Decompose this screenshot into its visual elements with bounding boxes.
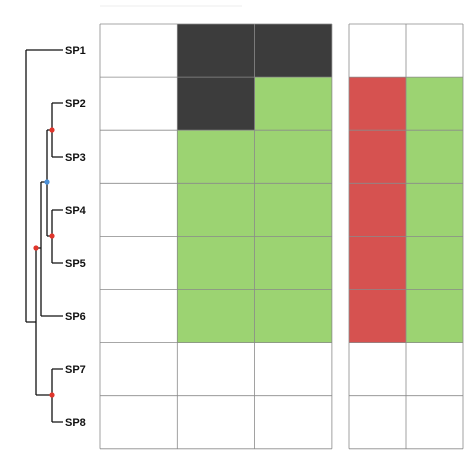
right-block-cell-empty: [349, 342, 406, 396]
right-block-cell-red: [349, 289, 406, 343]
node-marker-red: [49, 233, 55, 239]
left-block-cell-green: [254, 236, 332, 290]
phylogenetic-tree: SP1 SP2 SP3 SP4 SP5 SP6 SP7 SP8: [25, 45, 87, 429]
left-block-cell-empty: [100, 183, 178, 237]
left-block-cell-empty: [100, 342, 178, 396]
right-block-cell-empty: [406, 342, 463, 396]
left-block-cell-empty: [100, 24, 178, 78]
right-block-cell-red: [349, 130, 406, 184]
left-block-cell-empty: [177, 395, 255, 449]
leaf-label: SP6: [65, 311, 86, 323]
left-block-cell-green: [254, 77, 332, 131]
node-marker-blue: [44, 179, 50, 185]
tree-root-branch: [25, 49, 63, 323]
tree-clade-sp2-sp6: [36, 182, 63, 317]
right-block-cell-green: [406, 77, 463, 131]
tree-clade-sp7-sp8: [35, 248, 63, 423]
left-block-cell-green: [177, 183, 255, 237]
left-block-cell-empty: [254, 342, 332, 396]
left-block-cell-dark: [177, 24, 255, 78]
right-block-cell-red: [349, 77, 406, 131]
left-block-cell-green: [254, 289, 332, 343]
node-marker-red: [49, 392, 55, 398]
left-block-cell-green: [177, 236, 255, 290]
left-block-cell-empty: [100, 130, 178, 184]
leaf-label: SP5: [65, 258, 86, 270]
left-block-cell-green: [254, 183, 332, 237]
left-block-cell-green: [177, 130, 255, 184]
right-block-cell-empty: [406, 395, 463, 449]
trait-matrix-right: [348, 23, 464, 450]
right-block-cell-empty: [406, 24, 463, 78]
leaf-label: SP7: [65, 364, 86, 376]
left-block-cell-empty: [100, 289, 178, 343]
leaf-label: SP1: [65, 45, 86, 57]
right-block-cell-red: [349, 183, 406, 237]
left-block-cell-empty: [100, 77, 178, 131]
right-block-cell-green: [406, 236, 463, 290]
right-block-cell-green: [406, 183, 463, 237]
node-marker-red: [49, 127, 55, 133]
right-block-cell-green: [406, 289, 463, 343]
right-block-cell-empty: [349, 395, 406, 449]
left-block-cell-green: [177, 289, 255, 343]
trait-matrix-left: [99, 23, 333, 450]
right-block-cell-red: [349, 236, 406, 290]
left-block-cell-empty: [100, 395, 178, 449]
left-block-cell-dark: [177, 77, 255, 131]
leaf-label: SP4: [65, 205, 87, 217]
left-block-cell-dark: [254, 24, 332, 78]
leaf-label: SP8: [65, 417, 86, 429]
left-block-cell-empty: [177, 342, 255, 396]
left-block-cell-green: [254, 130, 332, 184]
left-block-cell-empty: [100, 236, 178, 290]
right-block-cell-empty: [349, 24, 406, 78]
leaf-label: SP2: [65, 98, 86, 110]
left-block-cell-empty: [254, 395, 332, 449]
leaf-label: SP3: [65, 152, 86, 164]
right-block-cell-green: [406, 130, 463, 184]
node-marker-red: [33, 245, 39, 251]
